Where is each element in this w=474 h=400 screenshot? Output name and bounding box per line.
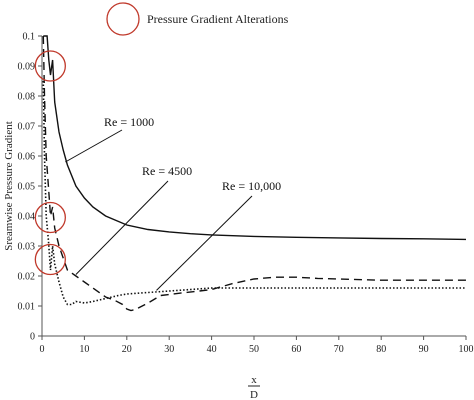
x-axis-title-numerator: x xyxy=(251,374,257,386)
y-tick-label: 0.09 xyxy=(18,62,36,73)
highlight-layer xyxy=(34,50,66,276)
annotation-label-re-4500: Re = 4500 xyxy=(142,164,192,178)
x-tick-label: 50 xyxy=(249,344,259,355)
annotation-leader-re-4500 xyxy=(75,180,169,275)
highlight-circle-3 xyxy=(34,243,66,276)
y-tick-label: 0.01 xyxy=(18,302,36,313)
annotation-label-re-1000: Re = 1000 xyxy=(104,115,154,129)
y-tick-label: 0 xyxy=(30,332,35,343)
legend-label: Pressure Gradient Alterations xyxy=(147,12,289,26)
annotation-leader-re-10-000 xyxy=(156,195,253,291)
x-tick-label: 20 xyxy=(122,344,132,355)
y-axis: 0 0.01 0.02 0.03 0.04 0.05 0.06 0.07 0.08 0.09 0.1 xyxy=(18,32,42,343)
annotation-layer: Re = 1000 Re = 4500 Re = 10,000 xyxy=(65,115,281,291)
series-line-re-10-000 xyxy=(42,80,466,306)
x-tick-label: 30 xyxy=(164,344,174,355)
x-tick-label: 0 xyxy=(40,344,45,355)
x-tick-label: 40 xyxy=(207,344,217,355)
y-tick-label: 0.04 xyxy=(18,212,36,223)
series-layer xyxy=(42,35,466,312)
highlight-circle-2 xyxy=(34,201,66,234)
y-tick-label: 0.03 xyxy=(18,242,36,253)
y-tick-label: 0.02 xyxy=(18,272,36,283)
series-line-re-4500 xyxy=(42,35,466,312)
x-tick-label: 70 xyxy=(334,344,344,355)
x-tick-label: 90 xyxy=(419,344,429,355)
highlight-circle-1 xyxy=(34,50,66,82)
y-axis-title: Sreamwise Pressure Gradient xyxy=(3,121,15,251)
y-tick-label: 0.07 xyxy=(18,122,36,133)
x-tick-label: 10 xyxy=(79,344,89,355)
axis-titles: Sreamwise Pressure Gradient x D xyxy=(3,121,260,400)
x-axis: 0 10 20 30 40 50 60 70 80 90 100 xyxy=(40,336,474,355)
y-tick-label: 0.1 xyxy=(23,32,36,43)
series-line-re-1000 xyxy=(43,35,466,241)
legend: Pressure Gradient Alterations xyxy=(106,2,289,36)
x-tick-label: 80 xyxy=(376,344,386,355)
x-tick-label: 60 xyxy=(291,344,301,355)
y-tick-label: 0.06 xyxy=(18,152,36,163)
legend-circle-marker xyxy=(106,2,140,36)
x-tick-label: 100 xyxy=(459,344,474,355)
annotation-label-re-10-000: Re = 10,000 xyxy=(222,179,281,193)
annotation-leader-re-1000 xyxy=(65,129,123,163)
x-axis-title-denominator: D xyxy=(250,389,258,400)
y-tick-label: 0.05 xyxy=(18,182,36,193)
y-tick-label: 0.08 xyxy=(18,92,36,103)
